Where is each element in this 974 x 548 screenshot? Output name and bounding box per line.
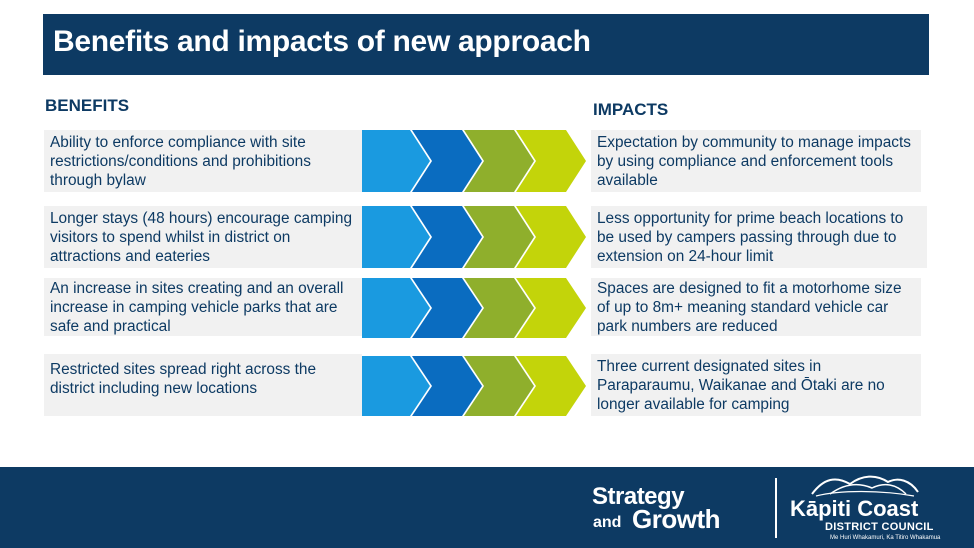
- brand-and: and: [593, 514, 622, 531]
- benefit-box: Restricted sites spread right across the…: [44, 354, 362, 416]
- impact-text: Three current designated sites in Parapa…: [597, 357, 885, 413]
- footer-bar: [0, 467, 974, 548]
- brand-growth: Growth: [632, 504, 721, 534]
- brand-strategy: Strategy: [592, 483, 685, 510]
- chevron-arrows: [362, 206, 586, 268]
- impact-box: Less opportunity for prime beach locatio…: [591, 206, 927, 268]
- council-logo-icon: [811, 475, 919, 497]
- benefit-text: Ability to enforce compliance with site …: [50, 133, 311, 189]
- benefit-box: An increase in sites creating and an ove…: [44, 278, 362, 336]
- benefit-box: Ability to enforce compliance with site …: [44, 130, 362, 192]
- title-bar: Benefits and impacts of new approach: [43, 14, 929, 75]
- impact-box: Expectation by community to manage impac…: [591, 130, 921, 192]
- benefit-box: Longer stays (48 hours) encourage campin…: [44, 206, 362, 268]
- chevron-arrows: [362, 356, 586, 416]
- footer-divider: [775, 478, 777, 538]
- chevron-arrows: [362, 130, 586, 192]
- page-title: Benefits and impacts of new approach: [53, 25, 591, 58]
- benefit-text: Restricted sites spread right across the…: [50, 361, 317, 397]
- council-tagline: Me Huri Whakamuri, Ka Titiro Whakamua: [830, 535, 941, 541]
- impact-text: Spaces are designed to fit a motorhome s…: [597, 279, 902, 335]
- impacts-heading: IMPACTS: [593, 100, 669, 119]
- impact-text: Expectation by community to manage impac…: [597, 133, 911, 189]
- impact-box: Spaces are designed to fit a motorhome s…: [591, 278, 921, 336]
- impact-box: Three current designated sites in Parapa…: [591, 354, 921, 416]
- chevron-arrows: [362, 278, 586, 338]
- council-subtitle: DISTRICT COUNCIL: [825, 521, 934, 533]
- benefit-text: An increase in sites creating and an ove…: [50, 279, 344, 335]
- benefits-heading: BENEFITS: [45, 96, 130, 115]
- impact-text: Less opportunity for prime beach locatio…: [597, 209, 904, 265]
- benefit-text: Longer stays (48 hours) encourage campin…: [50, 209, 353, 265]
- council-name: Kāpiti Coast: [790, 496, 919, 521]
